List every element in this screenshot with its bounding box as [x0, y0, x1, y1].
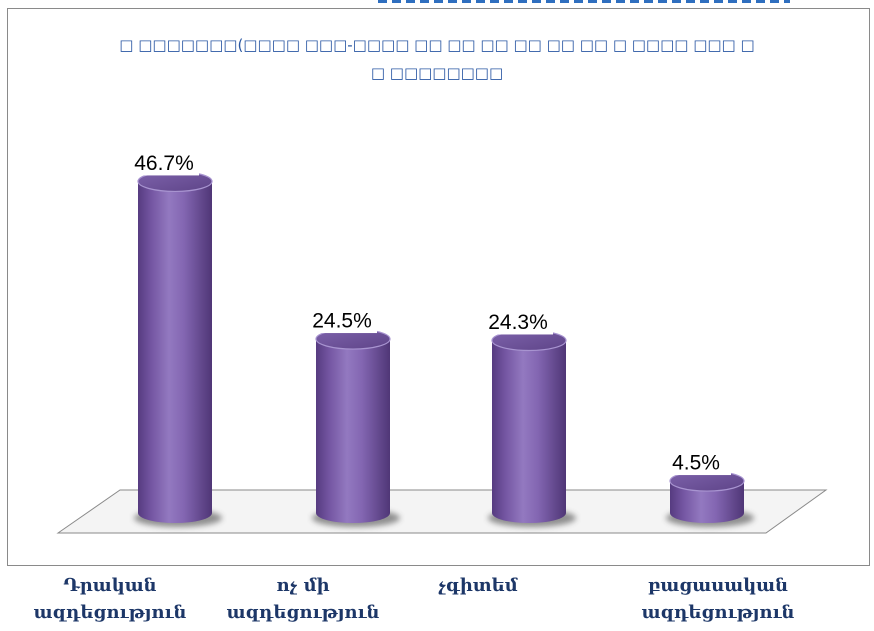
data-label-box: 24.5% [307, 307, 377, 334]
bar [666, 470, 754, 527]
data-label-background [307, 307, 377, 334]
data-label: 46.7% [134, 152, 194, 175]
data-label-box: 4.5% [661, 449, 731, 476]
bar-body [138, 181, 212, 513]
data-label-background [661, 449, 731, 476]
data-label: 4.5% [672, 452, 720, 475]
chart-frame [7, 8, 870, 566]
category-label: ոչ մի ազդեցություն [226, 575, 380, 623]
data-label: 24.3% [488, 311, 548, 334]
bar [312, 328, 400, 527]
chart-title: □ □□□□□□□(□□□□ □□□-□□□□ □□ □□ □□ □□ □□ □… [119, 36, 755, 82]
bar-series [134, 170, 754, 527]
data-label: 24.5% [312, 310, 372, 333]
bar [134, 170, 222, 527]
data-label-background [483, 308, 553, 335]
category-label: բացասական ազդեցություն [641, 575, 795, 623]
category-label: չգիտեմ [438, 575, 518, 596]
bar [488, 329, 576, 527]
chart-floor [56, 489, 828, 534]
bar-body [316, 339, 390, 513]
cropped-heading-fragment [378, 0, 790, 3]
bar-body [492, 340, 566, 513]
data-label-box: 46.7% [129, 149, 199, 176]
data-label-box: 24.3% [483, 308, 553, 335]
data-labels: 46.7% 24.5% 24.3% 4.5% [129, 149, 731, 476]
data-label-background [129, 149, 199, 176]
category-label: Դրական ազդեցություն [33, 575, 187, 623]
